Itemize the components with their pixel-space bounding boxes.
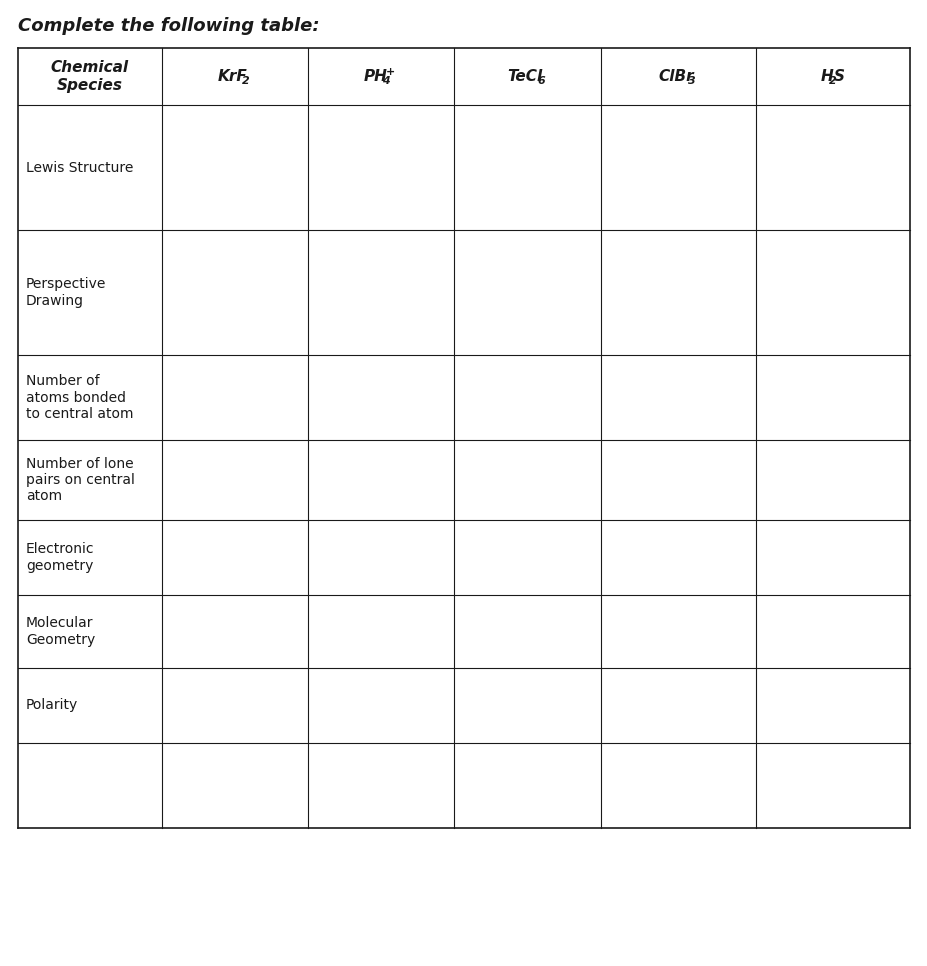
Text: S: S <box>832 69 844 84</box>
Text: ClBr: ClBr <box>657 69 693 84</box>
Text: Polarity: Polarity <box>26 698 78 713</box>
Text: +: + <box>386 68 395 77</box>
Text: Chemical
Species: Chemical Species <box>51 60 129 93</box>
Text: PH: PH <box>363 69 387 84</box>
Text: H: H <box>819 69 832 84</box>
Text: Number of
atoms bonded
to central atom: Number of atoms bonded to central atom <box>26 374 133 421</box>
Text: Lewis Structure: Lewis Structure <box>26 160 133 175</box>
Text: Perspective
Drawing: Perspective Drawing <box>26 277 107 307</box>
Text: Molecular
Geometry: Molecular Geometry <box>26 616 95 646</box>
Text: Number of lone
pairs on central
atom: Number of lone pairs on central atom <box>26 457 134 503</box>
Text: 4: 4 <box>381 75 388 86</box>
Text: 6: 6 <box>537 75 544 86</box>
Text: TeCl: TeCl <box>507 69 542 84</box>
Text: Electronic
geometry: Electronic geometry <box>26 542 95 573</box>
Text: 3: 3 <box>688 75 695 86</box>
Text: 2: 2 <box>829 75 836 86</box>
Text: KrF: KrF <box>218 69 248 84</box>
Text: Complete the following table:: Complete the following table: <box>18 17 319 35</box>
Text: 2: 2 <box>241 75 248 86</box>
